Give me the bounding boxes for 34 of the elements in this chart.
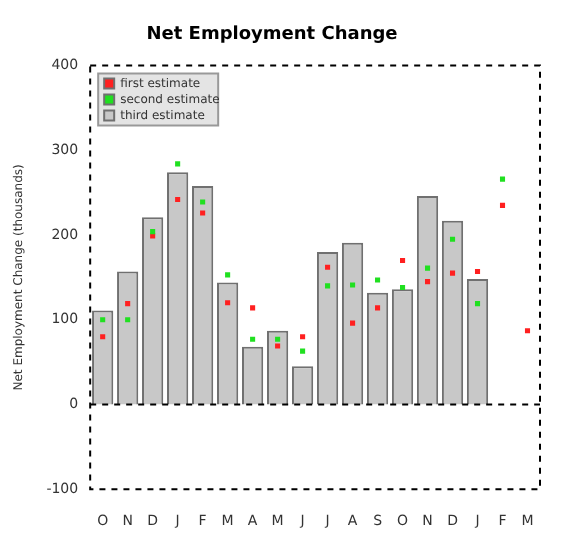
point	[225, 272, 231, 278]
point	[499, 176, 506, 182]
point	[499, 202, 506, 208]
point	[275, 343, 281, 349]
point	[250, 305, 256, 311]
point	[275, 336, 281, 342]
point	[125, 301, 131, 307]
point	[449, 270, 456, 276]
point	[225, 300, 231, 306]
point	[300, 348, 306, 354]
point	[350, 320, 356, 326]
point	[449, 236, 456, 242]
chart-title: Net Employment Change	[146, 25, 398, 46]
point	[325, 264, 331, 270]
point	[100, 317, 106, 323]
point	[425, 279, 431, 285]
point	[125, 317, 131, 323]
point	[474, 268, 481, 275]
point	[300, 334, 306, 340]
point	[400, 257, 406, 263]
point	[175, 196, 181, 202]
point	[200, 210, 206, 216]
point	[350, 282, 356, 288]
point	[425, 265, 431, 271]
point	[250, 336, 256, 342]
point	[375, 305, 381, 311]
point	[175, 161, 181, 167]
point	[200, 199, 206, 205]
point	[375, 277, 381, 283]
point	[325, 283, 331, 289]
point	[474, 301, 481, 307]
point	[400, 285, 406, 291]
point	[524, 328, 531, 334]
point	[100, 334, 106, 340]
